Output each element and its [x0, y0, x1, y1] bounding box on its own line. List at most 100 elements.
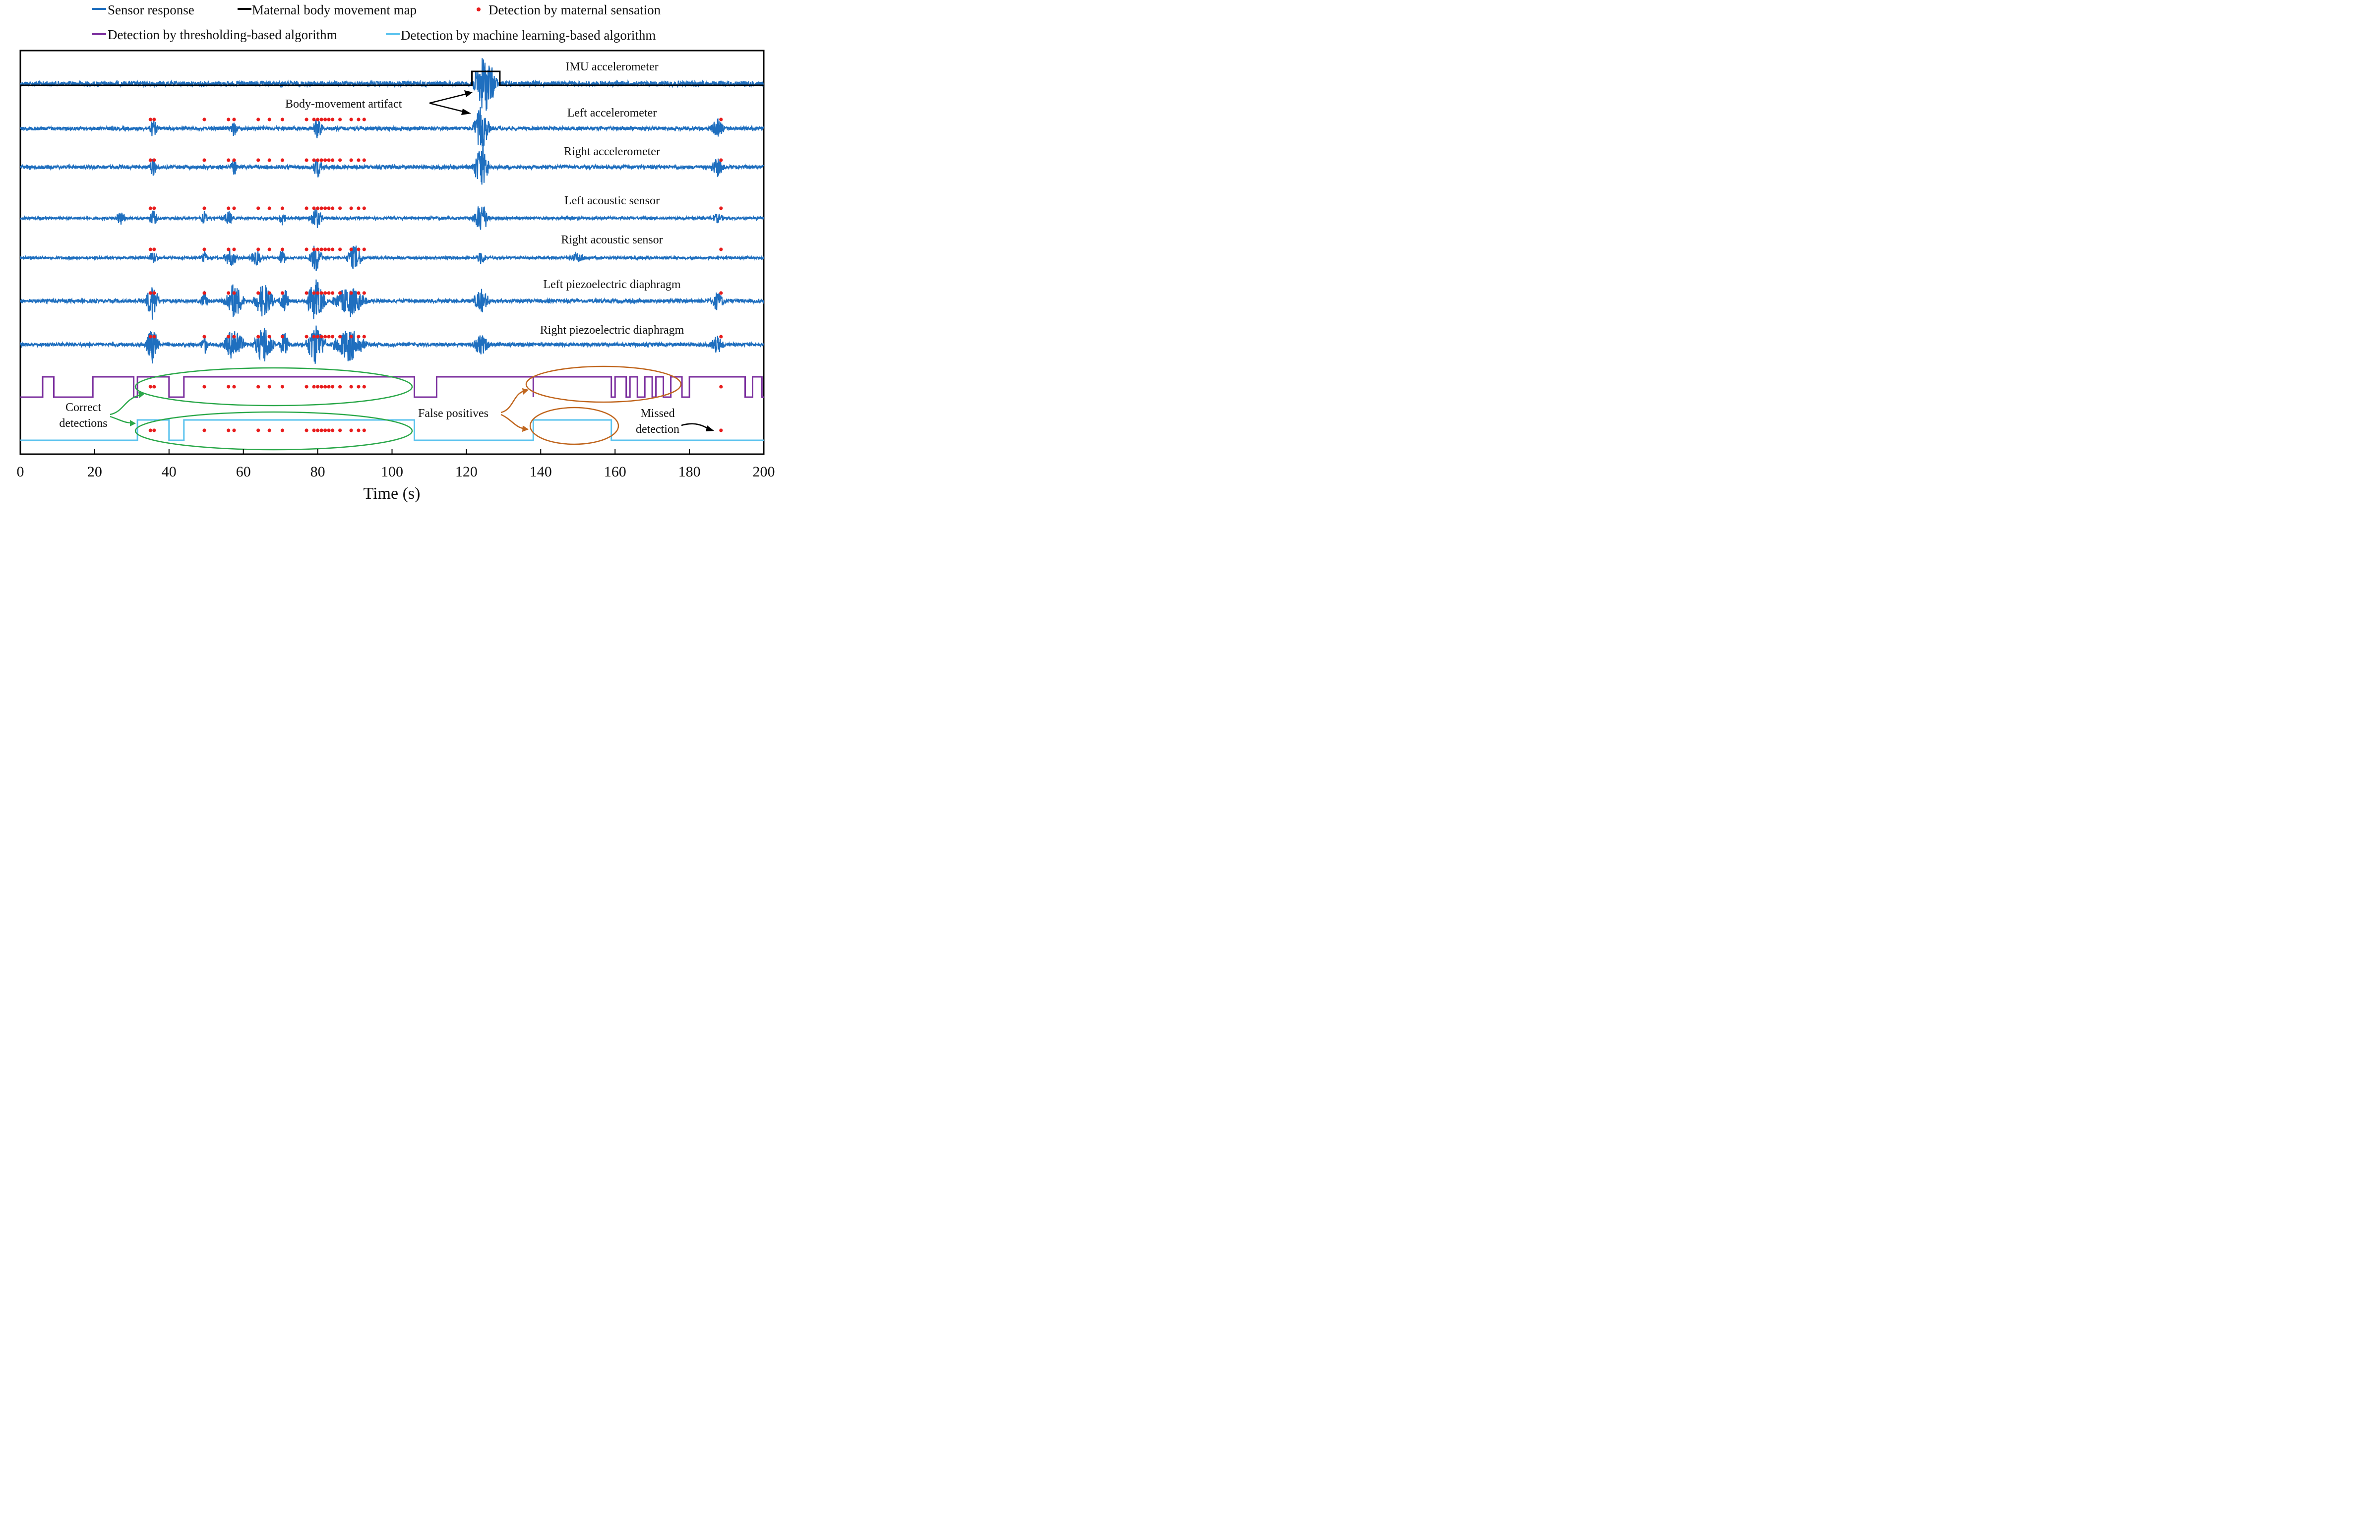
- sensation-dot: [280, 247, 285, 251]
- annotation-arrow-correct-upper: [110, 394, 140, 415]
- sensation-dot: [349, 291, 353, 295]
- annotation-missed-line2: detection: [636, 423, 679, 436]
- sensor-trace-4: [19, 245, 764, 271]
- sensation-dot: [312, 428, 316, 432]
- sensation-dot: [152, 206, 156, 210]
- sensation-dot: [148, 158, 152, 162]
- sensation-dot: [316, 335, 320, 339]
- sensation-dot: [331, 385, 335, 389]
- sensation-dot: [305, 247, 308, 251]
- x-tick-label: 20: [87, 464, 102, 480]
- sensation-dot: [338, 385, 342, 389]
- sensation-dot: [152, 385, 156, 389]
- sensation-dot: [202, 291, 206, 295]
- sensation-dot: [232, 158, 236, 162]
- sensation-dot: [227, 291, 231, 295]
- sensation-dot: [312, 158, 316, 162]
- sensation-dot: [357, 291, 361, 295]
- x-tick-label: 120: [455, 464, 478, 480]
- sensor-trace-5: [19, 279, 764, 320]
- channel-label-left-acoustic: Left acoustic sensor: [564, 194, 660, 207]
- sensation-dot: [316, 428, 320, 432]
- sensation-dot: [719, 335, 723, 339]
- sensation-dot: [319, 291, 323, 295]
- annotation-arrowhead-false-positive-upper: [522, 388, 529, 395]
- sensation-dot: [312, 118, 316, 121]
- channel-label-left-accelerometer: Left accelerometer: [567, 107, 657, 119]
- x-tick-label: 0: [17, 464, 24, 480]
- sensation-dot: [349, 335, 353, 339]
- sensation-dot: [305, 118, 308, 121]
- sensation-dot: [227, 118, 231, 121]
- sensation-dot: [357, 428, 361, 432]
- sensation-dot: [305, 291, 308, 295]
- annotation-arrow-false-positive-upper: [500, 390, 524, 414]
- sensation-dot: [362, 385, 366, 389]
- legend-label-maternal-sensation: Detection by maternal sensation: [488, 2, 661, 17]
- sensation-dot: [719, 291, 723, 295]
- sensation-dot: [323, 291, 327, 295]
- sensation-dot: [202, 206, 206, 210]
- sensation-dot: [316, 247, 320, 251]
- legend-label-body-movement-map: Maternal body movement map: [252, 2, 417, 17]
- sensation-dot: [280, 206, 285, 210]
- legend-dot-maternal-sensation: [477, 7, 481, 11]
- ellipse-false-positive-ml: [529, 407, 619, 445]
- sensation-dot: [349, 118, 353, 121]
- sensor-trace-6: [20, 325, 764, 364]
- sensation-dot: [331, 247, 335, 251]
- sensation-dot: [256, 158, 260, 162]
- sensation-dot: [349, 385, 353, 389]
- sensation-dot: [338, 247, 342, 251]
- sensation-dot: [316, 385, 320, 389]
- sensation-dot: [312, 206, 316, 210]
- sensation-dot: [331, 291, 335, 295]
- legend-label-ml: Detection by machine learning-based algo…: [401, 28, 656, 43]
- sensation-dot: [312, 335, 316, 339]
- sensation-dot: [349, 247, 353, 251]
- sensation-dot: [338, 158, 342, 162]
- annotation-arrow-false-positive-lower: [500, 414, 524, 429]
- sensation-dot: [148, 206, 152, 210]
- sensation-dot: [256, 247, 260, 251]
- sensation-dot: [256, 428, 260, 432]
- sensation-dot: [280, 158, 285, 162]
- sensation-dot: [280, 291, 285, 295]
- annotation-arrowhead-missed: [706, 425, 714, 431]
- legend-label-thresholding: Detection by thresholding-based algorith…: [108, 27, 337, 42]
- sensation-dot: [338, 291, 342, 295]
- annotations: Body-movement artifact Correct detection…: [59, 90, 714, 451]
- annotation-missed-line1: Missed: [640, 407, 674, 420]
- sensation-dot: [327, 335, 331, 339]
- sensation-dot: [323, 428, 327, 432]
- sensation-dot: [305, 385, 308, 389]
- sensation-dot: [202, 428, 206, 432]
- annotation-arrowhead-correct-lower: [130, 420, 136, 426]
- sensation-dot: [362, 291, 366, 295]
- sensation-dot: [331, 428, 335, 432]
- sensation-dot: [362, 335, 366, 339]
- sensation-dot: [267, 206, 271, 210]
- sensation-dot: [152, 158, 156, 162]
- sensation-dot: [357, 158, 361, 162]
- sensation-dot: [256, 335, 260, 339]
- channel-label-right-acoustic: Right acoustic sensor: [561, 234, 663, 246]
- sensation-dot: [152, 291, 156, 295]
- sensation-dot: [202, 385, 206, 389]
- annotation-false-positives: False positives: [418, 407, 488, 420]
- thresholding-detection-line: [20, 376, 764, 398]
- sensation-dot: [319, 206, 323, 210]
- sensation-dot: [327, 118, 331, 121]
- annotation-arrowhead-body-movement-upper: [464, 90, 473, 97]
- sensation-dot: [227, 335, 231, 339]
- sensation-dot: [202, 158, 206, 162]
- sensation-dot: [327, 247, 331, 251]
- sensation-dot: [338, 206, 342, 210]
- sensation-dot: [719, 118, 723, 121]
- sensation-dot: [202, 335, 206, 339]
- legend-label-sensor-response: Sensor response: [108, 2, 194, 17]
- sensation-dot: [227, 206, 231, 210]
- sensation-dot: [338, 428, 342, 432]
- ml-detection-line: [20, 419, 764, 441]
- sensation-dot: [202, 118, 206, 121]
